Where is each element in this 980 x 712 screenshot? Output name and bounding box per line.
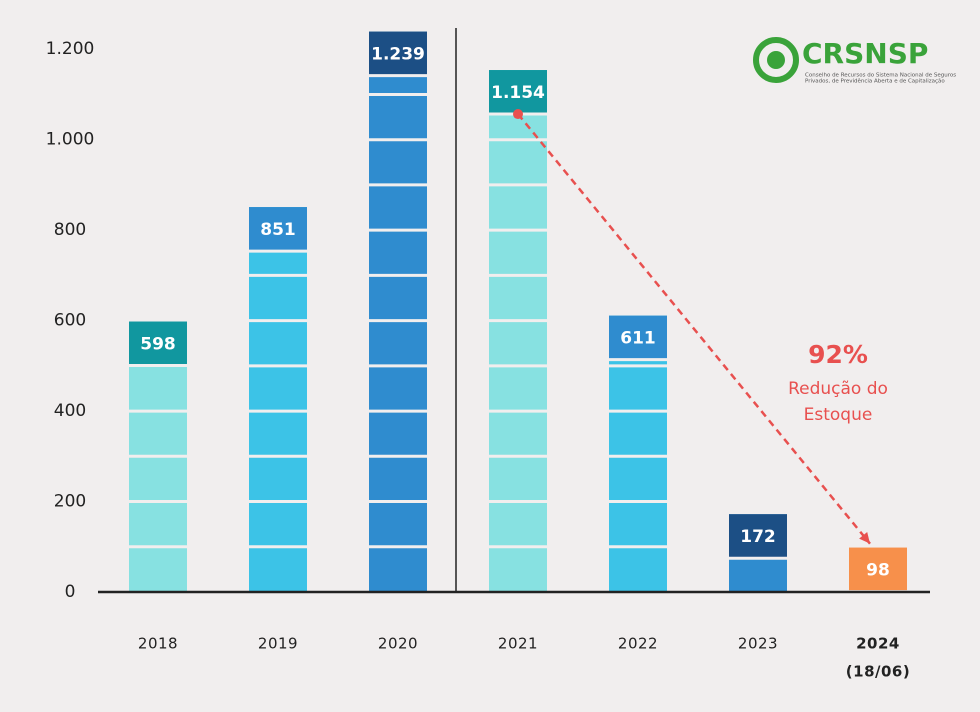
x-tick-note: (18/06) — [846, 663, 910, 681]
arrow-start — [513, 109, 523, 120]
annotation-text: Estoque — [804, 405, 873, 425]
value-label-box — [729, 514, 787, 559]
logo: CRSNSP Conselho de Recursos do Sistema N… — [753, 37, 956, 85]
value-label: 1.154 — [491, 83, 545, 103]
value-label: 98 — [866, 561, 890, 581]
bar — [369, 31, 427, 593]
value-label-box — [609, 315, 667, 360]
value-label-box — [249, 207, 307, 252]
x-tick-label: 2023 — [738, 635, 778, 653]
value-label-box — [369, 31, 427, 76]
x-tick-label: 2020 — [378, 635, 418, 653]
arrow-head — [859, 532, 870, 544]
y-tick-label: 1.000 — [46, 130, 95, 150]
x-tick-label: 2018 — [138, 635, 178, 653]
bar — [249, 207, 307, 592]
x-tick-label: 2019 — [258, 635, 298, 653]
reduction-arrow — [517, 113, 871, 545]
value-label: 611 — [620, 329, 656, 349]
annotation-value: 92% — [808, 340, 868, 369]
value-label-box — [849, 547, 907, 592]
value-label: 172 — [740, 527, 776, 547]
value-label-box — [129, 321, 187, 366]
y-tick-label: 0 — [65, 582, 76, 602]
x-tick-label: 2022 — [618, 635, 658, 653]
y-tick-label: 800 — [54, 220, 86, 240]
value-label: 851 — [260, 220, 296, 240]
logo-ring — [753, 37, 799, 83]
value-label: 598 — [140, 335, 176, 355]
y-tick-label: 200 — [54, 492, 86, 512]
value-label-box — [489, 70, 547, 115]
logo-dot — [767, 51, 785, 69]
x-tick-label: 2024 — [856, 635, 900, 653]
logo-subtitle: Conselho de Recursos do Sistema Nacional… — [805, 73, 956, 79]
y-tick-label: 600 — [54, 311, 86, 331]
logo-name: CRSNSP — [802, 37, 928, 70]
value-label: 1.239 — [371, 45, 425, 65]
y-tick-label: 400 — [54, 401, 86, 421]
x-tick-label: 2021 — [498, 635, 538, 653]
bar — [489, 70, 547, 592]
y-tick-label: 1.200 — [46, 39, 95, 59]
logo-subtitle: Privados, de Previdência Aberta e de Cap… — [805, 78, 945, 85]
annotation-text: Redução do — [788, 379, 888, 399]
